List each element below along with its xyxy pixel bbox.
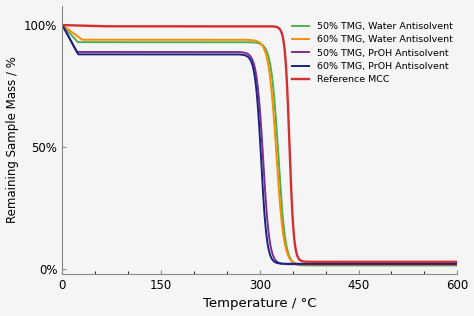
60% TMG, PrOH Antisolvent (228, 52, 234, 56)
Reference MCC (228, 24, 234, 28)
50% TMG, Water Antisolvent (455, 264, 460, 267)
50% TMG, PrOH Antisolvent (423, 262, 428, 266)
50% TMG, Water Antisolvent (247, 40, 253, 44)
Line: 50% TMG, PrOH Antisolvent: 50% TMG, PrOH Antisolvent (63, 25, 457, 264)
Reference MCC (247, 24, 253, 28)
60% TMG, Water Antisolvent (346, 263, 352, 267)
Line: 60% TMG, PrOH Antisolvent: 60% TMG, PrOH Antisolvent (63, 25, 457, 264)
60% TMG, PrOH Antisolvent (455, 262, 460, 266)
50% TMG, PrOH Antisolvent (60, 23, 65, 27)
Line: Reference MCC: Reference MCC (63, 25, 457, 262)
60% TMG, PrOH Antisolvent (423, 262, 428, 266)
60% TMG, PrOH Antisolvent (60, 23, 65, 27)
60% TMG, Water Antisolvent (228, 38, 234, 42)
60% TMG, Water Antisolvent (60, 23, 65, 27)
Reference MCC (367, 260, 373, 264)
Reference MCC (346, 260, 352, 264)
60% TMG, Water Antisolvent (226, 38, 231, 42)
50% TMG, PrOH Antisolvent (226, 50, 231, 54)
50% TMG, PrOH Antisolvent (228, 50, 234, 54)
Y-axis label: Remaining Sample Mass / %: Remaining Sample Mass / % (6, 56, 18, 223)
50% TMG, Water Antisolvent (442, 264, 448, 267)
50% TMG, Water Antisolvent (423, 264, 428, 267)
50% TMG, PrOH Antisolvent (442, 262, 448, 266)
60% TMG, PrOH Antisolvent (226, 52, 231, 56)
Reference MCC (60, 23, 65, 27)
Line: 50% TMG, Water Antisolvent: 50% TMG, Water Antisolvent (63, 25, 457, 265)
50% TMG, Water Antisolvent (380, 264, 385, 267)
50% TMG, PrOH Antisolvent (455, 262, 460, 266)
60% TMG, Water Antisolvent (455, 263, 460, 267)
60% TMG, PrOH Antisolvent (442, 262, 448, 266)
Line: 60% TMG, Water Antisolvent: 60% TMG, Water Antisolvent (63, 25, 457, 265)
60% TMG, PrOH Antisolvent (342, 262, 348, 266)
60% TMG, PrOH Antisolvent (247, 58, 253, 61)
60% TMG, Water Antisolvent (442, 263, 448, 267)
50% TMG, PrOH Antisolvent (346, 262, 352, 266)
Legend: 50% TMG, Water Antisolvent, 60% TMG, Water Antisolvent, 50% TMG, PrOH Antisolven: 50% TMG, Water Antisolvent, 60% TMG, Wat… (289, 18, 456, 88)
60% TMG, Water Antisolvent (423, 263, 428, 267)
50% TMG, Water Antisolvent (228, 40, 234, 44)
Reference MCC (455, 260, 460, 264)
50% TMG, PrOH Antisolvent (247, 54, 253, 58)
50% TMG, Water Antisolvent (60, 23, 65, 27)
Reference MCC (442, 260, 448, 264)
60% TMG, PrOH Antisolvent (346, 262, 352, 266)
50% TMG, Water Antisolvent (346, 264, 352, 267)
50% TMG, Water Antisolvent (226, 40, 231, 44)
60% TMG, Water Antisolvent (399, 263, 404, 267)
Reference MCC (226, 24, 231, 28)
Reference MCC (423, 260, 428, 264)
50% TMG, PrOH Antisolvent (346, 262, 351, 266)
X-axis label: Temperature / °C: Temperature / °C (203, 297, 317, 310)
60% TMG, Water Antisolvent (247, 38, 253, 42)
